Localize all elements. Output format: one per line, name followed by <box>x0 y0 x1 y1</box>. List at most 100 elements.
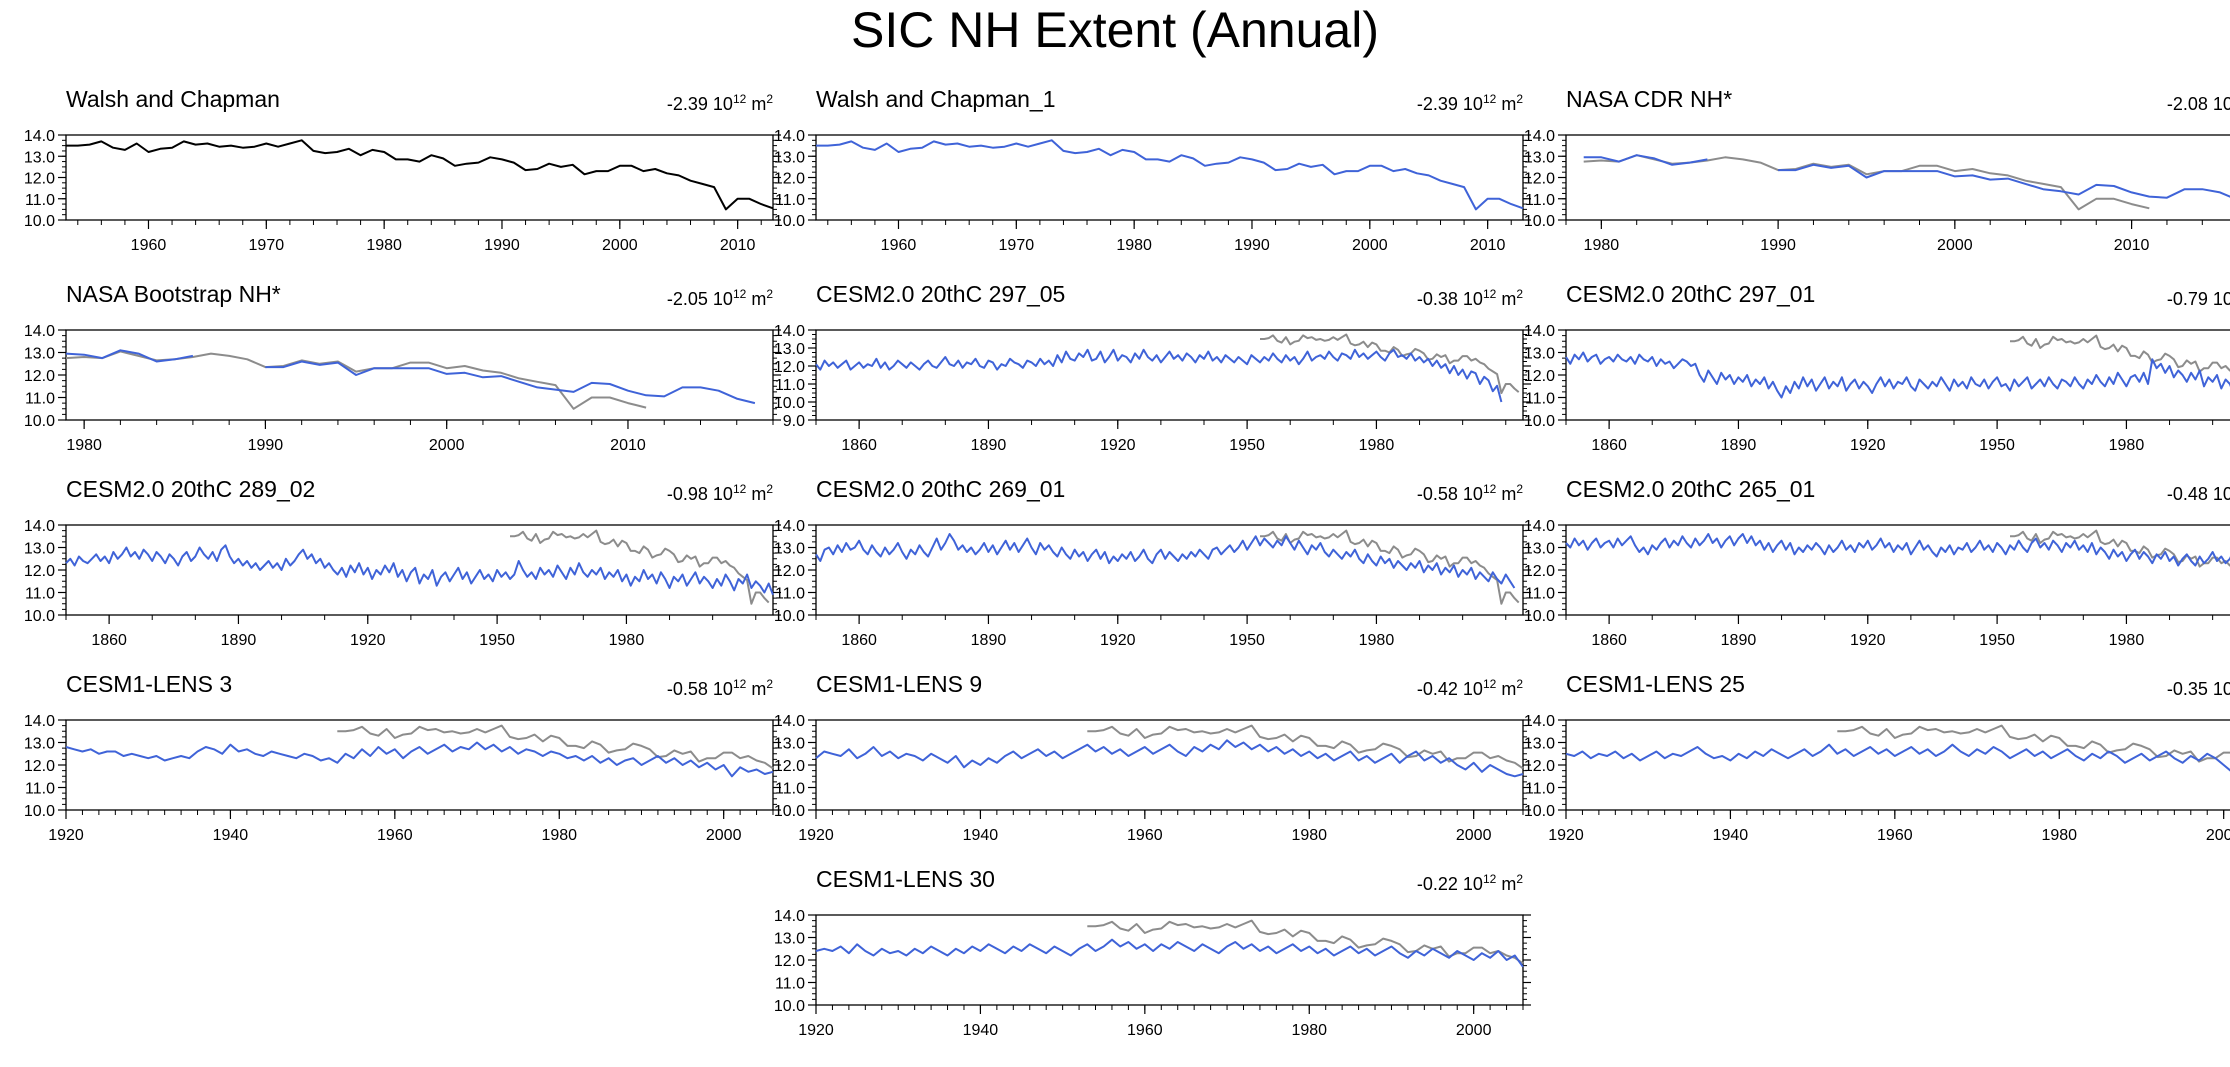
trend-unit-exponent: 12 <box>1482 677 1497 691</box>
trend-value: -2.08 <box>2166 94 2213 114</box>
plot-frame <box>815 914 1524 1006</box>
plot-frame <box>65 329 774 421</box>
trend-label: -0.48 1012 m2 <box>2167 482 2230 505</box>
chart-svg: 14.0 13.0 12.0 11.0 10.0 1860 1890 1920 1950 1980 <box>1524 518 2230 649</box>
trend-unit-suffix-exponent: 2 <box>1516 872 1523 886</box>
chart-svg: 14.0 13.0 12.0 11.0 10.0 1960 1970 1980 1990 2000… <box>774 128 1531 254</box>
model-series-line <box>1583 154 2230 199</box>
y-tick-label: 11.0 <box>1525 781 1555 798</box>
y-tick-label: 12.0 <box>24 563 55 580</box>
chart-panel: Walsh and Chapman_1 -2.39 1012 m2 14.0 13.0… <box>750 86 1531 260</box>
trend-value: -0.35 <box>2166 679 2213 699</box>
trend-label: -2.05 1012 m2 <box>667 287 773 310</box>
x-tick-label: 1980 <box>2109 437 2145 454</box>
trend-unit-suffix: m <box>1496 289 1517 309</box>
chart-panel: NASA CDR NH* -2.08 1012 m2 14.0 13.0 12.0 11.… <box>1500 86 2230 260</box>
trend-value: -0.58 <box>666 679 713 699</box>
plot-frame <box>815 329 1524 421</box>
x-tick-label: 2010 <box>610 437 646 454</box>
trend-unit-exponent: 12 <box>1482 287 1497 301</box>
y-tick-label: 10.0 <box>1524 413 1555 430</box>
trend-unit-base: 10 <box>2212 94 2230 114</box>
obs-series-line <box>1087 724 1524 770</box>
trend-unit-base: 10 <box>1462 484 1483 504</box>
obs-series-line <box>1837 724 2230 763</box>
trend-label: -2.39 1012 m2 <box>667 92 773 115</box>
x-tick-label: 1970 <box>249 237 285 254</box>
trend-value: -0.38 <box>1416 289 1463 309</box>
trend-unit-exponent: 12 <box>1482 482 1497 496</box>
trend-label: -0.58 1012 m2 <box>667 677 773 700</box>
model-series-line <box>815 739 1524 778</box>
y-tick-label: 12.0 <box>24 368 55 385</box>
y-tick-label: 10.0 <box>24 803 55 820</box>
model-series-line <box>65 349 756 405</box>
x-tick-label: 1920 <box>48 827 84 844</box>
x-tick-label: 1980 <box>66 437 102 454</box>
obs-series-line <box>2010 334 2230 373</box>
x-tick-label: 1980 <box>609 632 645 649</box>
trend-value: -0.79 <box>2166 289 2213 309</box>
y-tick-label: 12.0 <box>774 953 805 970</box>
x-tick-label: 1950 <box>479 632 515 649</box>
x-tick-label: 1990 <box>248 437 284 454</box>
x-tick-label: 2010 <box>2114 237 2150 254</box>
trend-unit-suffix: m <box>1496 484 1517 504</box>
y-tick-label: 11.0 <box>1525 391 1555 408</box>
y-tick-label: 13.0 <box>1524 541 1555 558</box>
x-tick-label: 1920 <box>350 632 386 649</box>
panel-title: CESM2.0 20thC 297_01 <box>1566 281 1816 307</box>
y-tick-label: 13.0 <box>1524 346 1555 363</box>
trend-unit-suffix: m <box>746 289 767 309</box>
y-tick-label: 14.0 <box>24 518 55 535</box>
trend-unit-base: 10 <box>712 484 733 504</box>
model-series-line <box>816 139 1524 211</box>
x-tick-label: 2000 <box>1456 1022 1492 1039</box>
model-series-line <box>815 533 1516 589</box>
x-tick-label: 1980 <box>366 237 402 254</box>
trend-label: -2.39 1012 m2 <box>1417 92 1523 115</box>
y-tick-label: 11.0 <box>25 192 55 209</box>
x-tick-label: 1860 <box>841 632 877 649</box>
trend-value: -2.39 <box>1416 94 1463 114</box>
y-tick-label: 12.0 <box>1524 368 1555 385</box>
y-tick-label: 12.0 <box>1524 563 1555 580</box>
chart-panel: CESM2.0 20thC 269_01 -0.58 1012 m2 14.0 13.… <box>750 476 1531 655</box>
trend-value: -0.58 <box>1416 484 1463 504</box>
plot-frame <box>815 719 1524 811</box>
trend-unit-suffix-exponent: 2 <box>1516 677 1523 691</box>
chart-svg: 14.0 13.0 12.0 11.0 10.0 1980 1990 2000 2010 <box>1524 128 2230 254</box>
trend-label: -0.79 1012 m2 <box>2167 287 2230 310</box>
chart-panel: CESM1-LENS 30 -0.22 1012 m2 14.0 13.0 12.0 11… <box>750 866 1531 1045</box>
y-tick-label: 10.0 <box>24 213 55 230</box>
trend-label: -2.08 1012 m2 <box>2167 92 2230 115</box>
chart-svg: 14.0 13.0 12.0 11.0 10.0 1920 1940 1960 1980 2000 <box>1524 713 2230 844</box>
y-tick-label: 10.0 <box>774 213 805 230</box>
y-tick-label: 11.0 <box>775 781 805 798</box>
x-tick-label: 1980 <box>541 827 577 844</box>
chart-svg: 14.0 13.0 12.0 11.0 10.0 1960 1970 1980 1990 2000… <box>24 128 781 254</box>
x-tick-label: 1990 <box>1234 237 1270 254</box>
chart-svg: 14.0 13.0 12.0 11.0 10.0 1980 1990 2000 2010 <box>24 323 781 454</box>
x-tick-label: 1860 <box>91 632 127 649</box>
trend-unit-base: 10 <box>1462 289 1483 309</box>
y-tick-label: 14.0 <box>774 713 805 730</box>
model-series-line <box>1565 743 2230 772</box>
trend-unit-suffix-exponent: 2 <box>766 92 773 106</box>
trend-label: -0.58 1012 m2 <box>1417 482 1523 505</box>
x-tick-label: 1890 <box>971 437 1007 454</box>
y-tick-label: 11.0 <box>775 377 805 394</box>
trend-unit-suffix: m <box>746 484 767 504</box>
chart-panel: CESM1-LENS 9 -0.42 1012 m2 14.0 13.0 12.0 11.… <box>750 671 1531 850</box>
x-tick-label: 2000 <box>706 827 742 844</box>
trend-value: -0.22 <box>1416 874 1463 894</box>
x-tick-label: 1980 <box>1359 632 1395 649</box>
trend-label: -0.35 1012 m2 <box>2167 677 2230 700</box>
trend-unit-suffix: m <box>746 679 767 699</box>
trend-unit-exponent: 12 <box>732 287 747 301</box>
x-tick-label: 1920 <box>798 827 834 844</box>
x-tick-label: 1940 <box>963 827 999 844</box>
chart-svg: 14.0 13.0 12.0 11.0 10.0 1860 1890 1920 1950 1980 <box>24 518 781 649</box>
y-tick-label: 13.0 <box>774 149 805 166</box>
panel-title: NASA CDR NH* <box>1566 86 1733 112</box>
